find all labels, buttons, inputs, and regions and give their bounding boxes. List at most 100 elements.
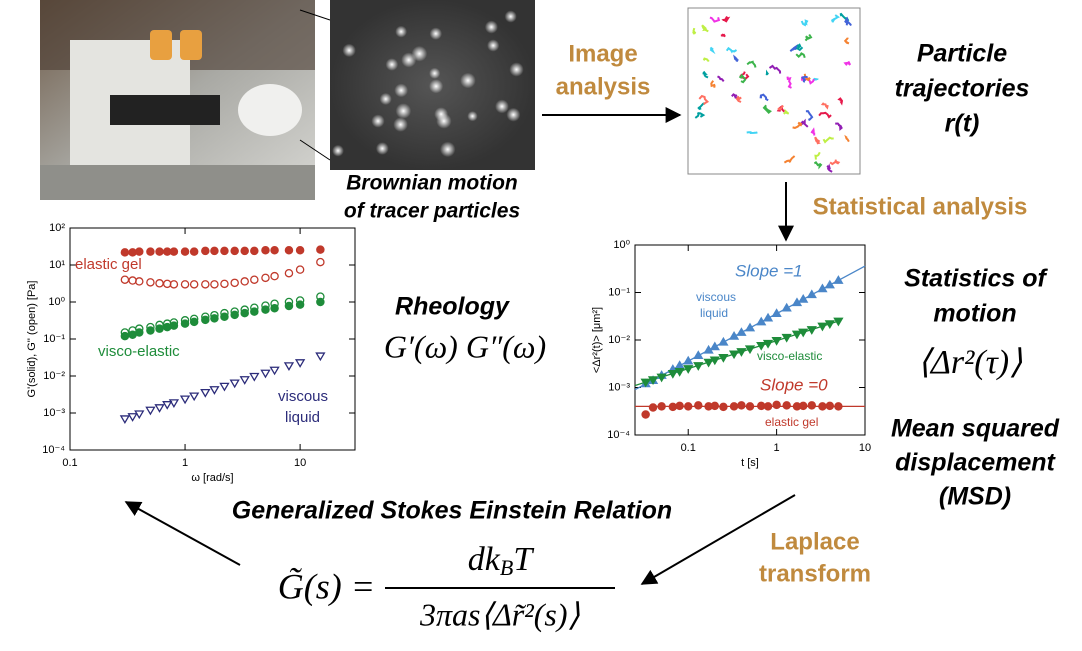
- data-point: [676, 402, 683, 409]
- tracer-dot: [412, 46, 428, 62]
- tracer-dot: [487, 39, 499, 51]
- tracer-dot: [429, 79, 443, 93]
- data-point: [669, 403, 676, 410]
- x-tick-label: 10: [859, 442, 871, 454]
- annotation: liquid: [700, 306, 728, 320]
- data-point: [649, 404, 656, 411]
- data-point: [834, 276, 842, 283]
- y-tick-label: 10⁻¹: [608, 286, 630, 298]
- annotation: Slope =1: [735, 261, 803, 280]
- formula-part: dk: [468, 541, 501, 578]
- data-point: [231, 247, 238, 254]
- data-point: [191, 248, 198, 255]
- tracer-dot: [505, 10, 517, 22]
- data-point: [251, 276, 258, 283]
- data-point: [719, 338, 727, 345]
- trajectory-image: [688, 8, 860, 174]
- data-point: [121, 416, 129, 423]
- data-point: [271, 247, 278, 254]
- y-axis-label: G'(solid), G'' (open) [Pa]: [26, 281, 38, 398]
- data-point: [147, 279, 154, 286]
- data-point: [783, 304, 791, 311]
- diagram: Brownian motion of tracer particles Imag…: [0, 0, 1082, 651]
- data-point: [685, 403, 692, 410]
- data-point: [156, 405, 164, 412]
- annotation: viscous: [278, 388, 328, 405]
- data-point: [190, 393, 198, 400]
- data-point: [819, 403, 826, 410]
- data-point: [241, 247, 248, 254]
- y-tick-label: 10⁻¹: [43, 333, 65, 345]
- tracer-dot: [436, 113, 451, 128]
- tracer-dot: [371, 114, 384, 127]
- data-point: [156, 248, 163, 255]
- data-point: [121, 249, 128, 256]
- y-tick-label: 10⁻⁴: [42, 444, 65, 456]
- data-point: [211, 281, 218, 288]
- caption: Particle: [917, 40, 1007, 68]
- data-point: [285, 270, 292, 277]
- formula: ⟨Δr²(τ)⟩: [918, 344, 1023, 381]
- tracer-dot: [467, 111, 477, 121]
- data-point: [231, 380, 239, 387]
- y-tick-label: 10⁻²: [43, 370, 65, 382]
- arrow: [126, 502, 240, 565]
- data-point: [694, 352, 702, 359]
- data-point: [156, 280, 163, 287]
- caption: r(t): [945, 110, 980, 138]
- data-point: [684, 357, 692, 364]
- caption: Statistics of: [904, 265, 1048, 293]
- step-label: analysis: [556, 73, 651, 100]
- annotation: visco-elastic: [757, 349, 822, 363]
- annotation: visco-elastic: [98, 343, 180, 360]
- x-axis-label: t [s]: [741, 457, 759, 469]
- tracer-dot: [506, 108, 520, 122]
- data-point: [835, 403, 842, 410]
- caption: trajectories: [895, 75, 1030, 103]
- tracer-dot: [440, 142, 455, 157]
- tracer-dot: [429, 68, 440, 79]
- step-label: Statistical analysis: [813, 193, 1028, 220]
- step-label: transform: [759, 560, 871, 587]
- formula: G′(ω) G″(ω): [384, 328, 546, 364]
- data-point: [773, 310, 781, 317]
- data-point: [711, 402, 718, 409]
- data-point: [799, 295, 807, 302]
- annotation: elastic gel: [765, 415, 818, 429]
- data-point: [210, 387, 218, 394]
- tracer-dot: [332, 145, 344, 157]
- data-point: [170, 248, 177, 255]
- y-tick-label: 10²: [49, 222, 65, 234]
- y-tick-label: 10⁰: [48, 296, 65, 308]
- data-point: [261, 370, 269, 377]
- y-tick-label: 10⁻³: [43, 407, 65, 419]
- data-point: [251, 247, 258, 254]
- data-point: [221, 280, 228, 287]
- x-tick-label: 0.1: [681, 442, 696, 454]
- tracer-dot: [460, 73, 476, 89]
- caption: motion: [933, 300, 1016, 328]
- data-point: [211, 247, 218, 254]
- x-tick-label: 10: [294, 457, 306, 469]
- formula-denominator: 3πas⟨Δr̃²(s)⟩: [419, 596, 581, 632]
- caption: (MSD): [939, 483, 1011, 511]
- data-point: [231, 279, 238, 286]
- data-point: [658, 403, 665, 410]
- data-point: [296, 360, 304, 367]
- data-point: [220, 383, 228, 390]
- fluorescence-image: [330, 0, 535, 170]
- data-point: [738, 402, 745, 409]
- data-point: [202, 281, 209, 288]
- tracer-dot: [386, 58, 399, 71]
- data-point: [221, 247, 228, 254]
- y-tick-label: 10⁻⁴: [607, 429, 630, 441]
- y-tick-label: 10¹: [49, 259, 65, 271]
- caption: displacement: [895, 449, 1056, 477]
- step-label: Image: [568, 40, 637, 67]
- tracer-dot: [393, 117, 408, 132]
- data-point: [163, 402, 171, 409]
- formula-lhs: G̃(s) =: [278, 566, 375, 606]
- data-point: [136, 248, 143, 255]
- chart: 0.111010⁻⁴10⁻³10⁻²10⁻¹10⁰10¹10²ω [rad/s]…: [26, 222, 355, 484]
